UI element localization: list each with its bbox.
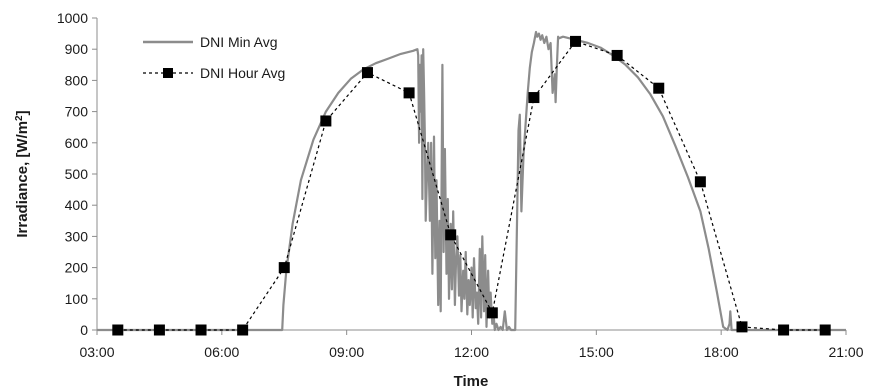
x-tick-label: 18:00 (704, 344, 739, 360)
data-point-dni-hour-avg (819, 324, 831, 336)
series-line-dni-hour-avg (117, 40, 826, 331)
y-axis-title-main: Irradiance, [W/m (14, 121, 31, 238)
y-axis-title-close: ] (14, 110, 31, 115)
y-tick-label: 200 (65, 260, 89, 276)
data-point-dni-hour-avg (195, 324, 207, 336)
legend-label-dni-hour-avg: DNI Hour Avg (200, 65, 285, 81)
y-tick-label: 0 (80, 322, 88, 338)
data-point-dni-hour-avg (361, 67, 373, 79)
x-ticks: 03:00 06:00 09:00 12:00 15:00 18:00 21:00 (79, 330, 864, 360)
y-axis-title-superscript: 2 (14, 115, 25, 121)
y-axis-title: Irradiance, [W/m2] (14, 110, 32, 237)
x-tick-label: 06:00 (204, 344, 239, 360)
y-tick-label: 800 (65, 72, 89, 88)
data-point-dni-hour-avg (237, 324, 249, 336)
y-tick-label: 500 (65, 166, 89, 182)
x-tick-label: 09:00 (329, 344, 364, 360)
data-point-dni-hour-avg (694, 176, 706, 188)
data-point-dni-hour-avg (528, 92, 540, 104)
legend-label-dni-min-avg: DNI Min Avg (200, 34, 278, 50)
y-tick-label: 1000 (57, 10, 88, 26)
series-layer (97, 30, 846, 336)
data-point-dni-hour-avg (653, 82, 665, 94)
x-tick-label: 12:00 (454, 344, 489, 360)
data-point-dni-hour-avg (611, 49, 623, 61)
legend-item-dni-hour-avg: DNI Hour Avg (143, 65, 285, 81)
data-point-dni-hour-avg (570, 35, 582, 47)
data-point-dni-hour-avg (736, 321, 748, 333)
y-tick-label: 600 (65, 135, 89, 151)
x-axis-title: Time (454, 373, 489, 389)
series-line-dni-min-avg (97, 30, 846, 332)
data-point-dni-hour-avg (112, 324, 124, 336)
x-tick-label: 21:00 (828, 344, 863, 360)
data-point-dni-hour-avg (320, 115, 332, 127)
y-tick-label: 100 (65, 291, 89, 307)
legend: DNI Min Avg DNI Hour Avg (143, 34, 285, 81)
data-point-dni-hour-avg (153, 324, 165, 336)
data-point-dni-hour-avg (278, 262, 290, 274)
x-tick-label: 03:00 (79, 344, 114, 360)
x-tick-label: 15:00 (579, 344, 614, 360)
data-point-dni-hour-avg (486, 307, 498, 319)
y-ticks: 0 100 200 300 400 500 600 700 800 900 1000 (57, 10, 97, 338)
axes: 03:00 06:00 09:00 12:00 15:00 18:00 21:00 0 100… (57, 10, 864, 360)
legend-item-dni-min-avg: DNI Min Avg (143, 34, 278, 50)
y-tick-label: 700 (65, 104, 89, 120)
y-tick-label: 400 (65, 197, 89, 213)
data-point-dni-hour-avg (778, 324, 790, 336)
data-point-dni-hour-avg (445, 229, 457, 241)
y-tick-label: 300 (65, 228, 89, 244)
data-point-dni-hour-avg (403, 87, 415, 99)
legend-marker-dni-hour-avg (163, 68, 173, 78)
y-tick-label: 900 (65, 41, 89, 57)
